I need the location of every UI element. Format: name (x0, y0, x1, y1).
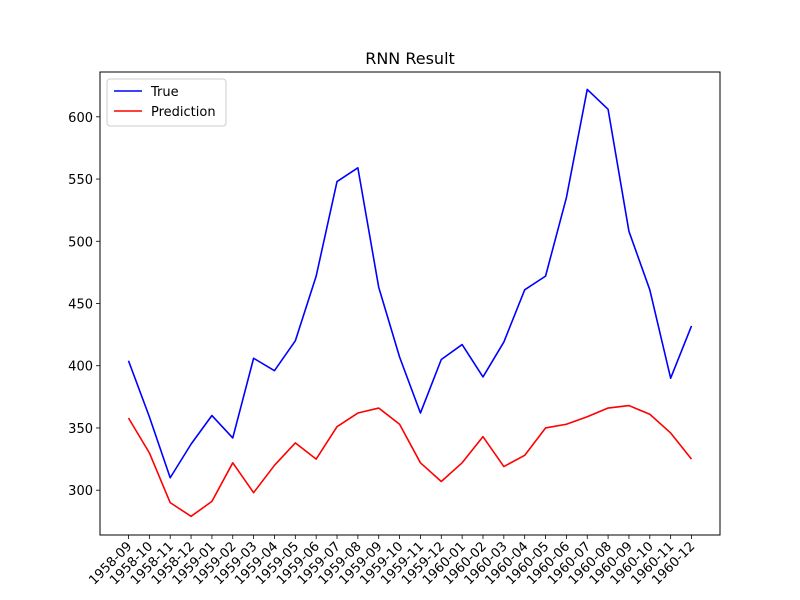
series-line-prediction (127, 404, 693, 518)
y-axis: 300 350 400 450 500 550 600 (68, 111, 100, 499)
y-tick-label: 450 (68, 298, 93, 313)
legend-label-true: True (150, 85, 179, 100)
y-tick-label: 300 (68, 484, 93, 499)
y-tick-label: 500 (68, 235, 93, 250)
y-tick-label: 550 (68, 173, 93, 188)
plot-area (99, 71, 721, 536)
x-axis: 1958-091958-101958-111958-121959-011959-… (86, 535, 698, 588)
legend: True Prediction (106, 78, 227, 127)
legend-label-prediction: Prediction (151, 105, 216, 120)
series-lines (127, 88, 693, 518)
y-tick-label: 600 (68, 111, 93, 126)
y-tick-label: 350 (68, 422, 93, 437)
series-line-true (127, 88, 693, 479)
chart-title: RNN Result (365, 49, 455, 68)
y-tick-label: 400 (68, 360, 93, 375)
